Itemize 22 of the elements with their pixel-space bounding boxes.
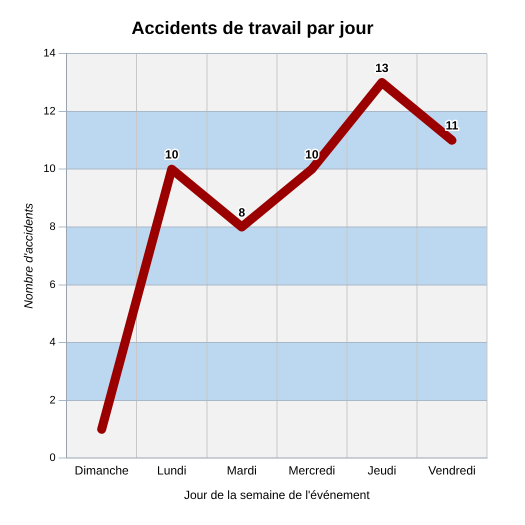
y-axis-title: Nombre d'accidents xyxy=(22,203,36,309)
data-label: 13 xyxy=(375,60,389,75)
data-label: 10 xyxy=(305,148,319,162)
x-tick-label: Vendredi xyxy=(428,464,476,478)
x-tick-label: Dimanche xyxy=(74,464,129,478)
data-label: 8 xyxy=(238,205,246,220)
y-tick-label: 10 xyxy=(43,163,56,176)
y-tick-label: 14 xyxy=(43,48,56,60)
y-tick-label: 0 xyxy=(50,452,56,464)
data-label: 11 xyxy=(446,118,459,133)
y-tick-label: 8 xyxy=(50,221,56,234)
data-label: 10 xyxy=(165,148,179,162)
chart-title: Accidents de travail par jour xyxy=(131,18,374,38)
x-tick-label: Mardi xyxy=(226,464,257,478)
x-axis-title: Jour de la semaine de l'événement xyxy=(184,488,370,502)
x-tick-label: Lundi xyxy=(157,464,186,478)
y-tick-label: 2 xyxy=(50,394,56,406)
y-tick-label: 6 xyxy=(50,278,56,291)
x-tick-label: Mercredi xyxy=(288,464,336,478)
x-tick-label: Jeudi xyxy=(368,464,396,478)
y-tick-label: 12 xyxy=(43,105,56,118)
y-tick-label: 4 xyxy=(50,336,56,349)
